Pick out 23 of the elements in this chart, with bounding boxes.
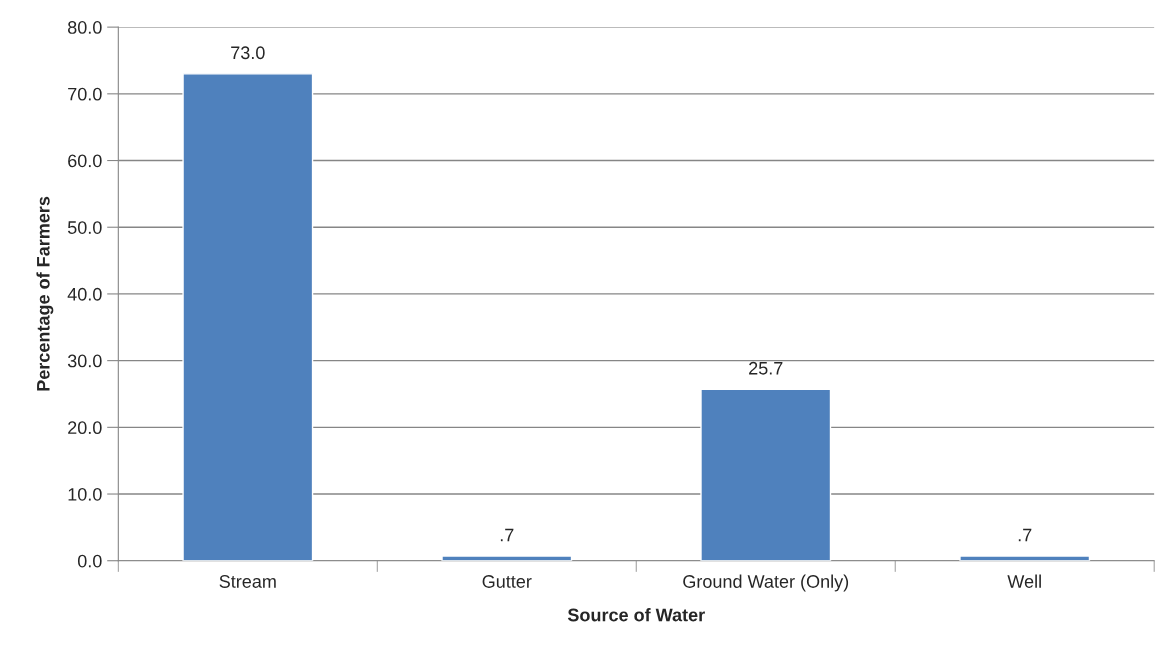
y-tick-label: 60.0 (68, 154, 102, 168)
data-label: .7 (1018, 528, 1032, 542)
data-label: 25.7 (749, 361, 783, 375)
x-tick-label: Stream (219, 575, 276, 588)
bar (182, 73, 314, 561)
x-tick-label: Well (1007, 574, 1041, 588)
bar (959, 555, 1091, 561)
y-tick-label: 70.0 (68, 87, 102, 101)
bar (441, 555, 573, 561)
x-axis-title: Source of Water (567, 608, 705, 622)
y-tick-label: 0.0 (77, 554, 102, 568)
y-tick-label: 80.0 (67, 21, 102, 34)
data-label: .7 (500, 528, 514, 542)
y-tick-label: 40.0 (67, 287, 102, 301)
y-tick-label: 20.0 (68, 421, 102, 435)
y-tick-label: 10.0 (68, 487, 102, 501)
data-label: 73.0 (231, 46, 265, 60)
x-tick-label: Gutter (482, 575, 532, 588)
y-tick-label: 50.0 (67, 221, 102, 234)
bar (700, 388, 832, 561)
y-tick-label: 30.0 (67, 354, 102, 368)
y-axis-title: Percentage of Farmers (36, 196, 54, 391)
x-tick-label: Ground Water (Only) (683, 574, 849, 592)
